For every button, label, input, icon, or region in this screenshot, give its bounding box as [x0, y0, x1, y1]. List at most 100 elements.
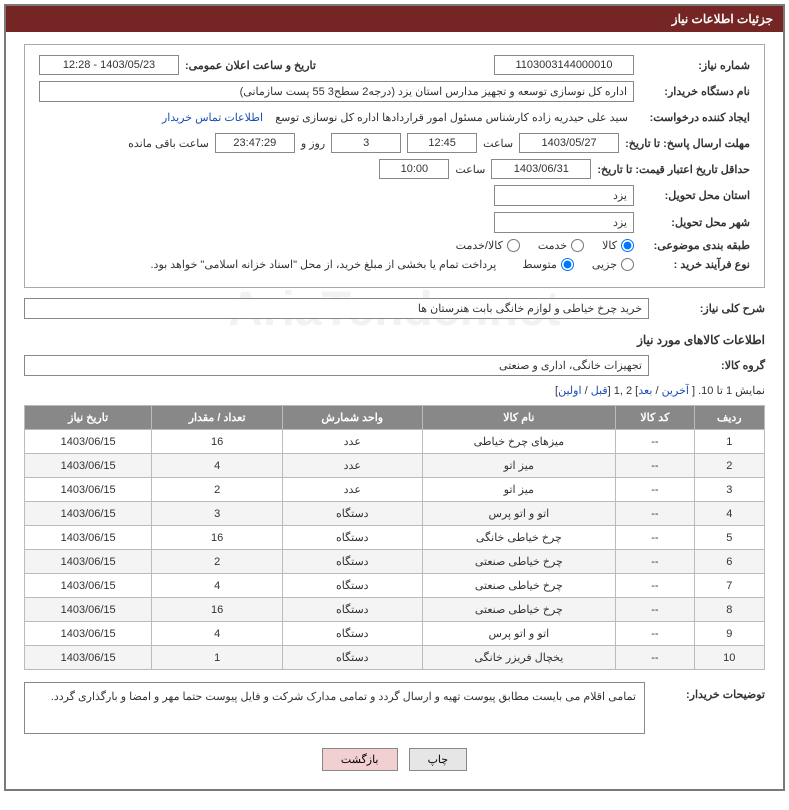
table-row: 5--چرخ خیاطی خانگیدستگاه161403/06/15 — [25, 526, 765, 550]
province-label: استان محل تحویل: — [640, 189, 750, 202]
group-label: گروه کالا: — [655, 359, 765, 372]
buyer-contact-link[interactable]: اطلاعات تماس خریدار — [162, 112, 263, 124]
table-cell: 4 — [694, 502, 764, 526]
table-cell: 4 — [152, 454, 283, 478]
table-cell: 16 — [152, 526, 283, 550]
table-row: 8--چرخ خیاطی صنعتیدستگاه161403/06/15 — [25, 598, 765, 622]
pager-sep1: / — [652, 385, 661, 397]
table-cell: یخچال فریزر خانگی — [422, 646, 616, 670]
radio-service-label: خدمت — [538, 239, 567, 252]
table-cell: 1403/06/15 — [25, 550, 152, 574]
notes-label: توضیحات خریدار: — [655, 682, 765, 701]
table-row: 9--اتو و اتو پرسدستگاه41403/06/15 — [25, 622, 765, 646]
hour-label-2: ساعت — [455, 163, 485, 176]
radio-goods-label: کالا — [602, 239, 617, 252]
table-cell: عدد — [282, 454, 422, 478]
radio-medium[interactable]: متوسط — [522, 258, 574, 271]
table-cell: -- — [616, 502, 694, 526]
table-cell: دستگاه — [282, 646, 422, 670]
city-label: شهر محل تحویل: — [640, 216, 750, 229]
table-cell: -- — [616, 454, 694, 478]
radio-medium-input[interactable] — [561, 258, 574, 271]
table-cell: 2 — [694, 454, 764, 478]
table-cell: 1403/06/15 — [25, 574, 152, 598]
page-title: جزئیات اطلاعات نیاز — [672, 12, 773, 26]
need-number-label: شماره نیاز: — [640, 59, 750, 72]
table-cell: 1403/06/15 — [25, 454, 152, 478]
hour-label-1: ساعت — [483, 137, 513, 150]
process-radio-group: جزیی متوسط — [522, 258, 634, 271]
table-row: 3--میز اتوعدد21403/06/15 — [25, 478, 765, 502]
radio-small-input[interactable] — [621, 258, 634, 271]
table-cell: 1403/06/15 — [25, 622, 152, 646]
table-cell: 4 — [152, 622, 283, 646]
table-cell: 2 — [152, 550, 283, 574]
table-cell: -- — [616, 574, 694, 598]
radio-service-input[interactable] — [571, 239, 584, 252]
table-cell: میزهای چرخ خیاطی — [422, 430, 616, 454]
table-cell: عدد — [282, 430, 422, 454]
table-cell: 3 — [694, 478, 764, 502]
table-cell: اتو و اتو پرس — [422, 502, 616, 526]
province-value: یزد — [494, 185, 634, 206]
back-button[interactable]: بازگشت — [322, 748, 398, 771]
table-cell: چرخ خیاطی صنعتی — [422, 598, 616, 622]
table-cell: چرخ خیاطی خانگی — [422, 526, 616, 550]
deadline-date: 1403/05/27 — [519, 133, 619, 153]
table-cell: 1403/06/15 — [25, 526, 152, 550]
table-cell: 1403/06/15 — [25, 478, 152, 502]
group-value: تجهیزات خانگی، اداری و صنعتی — [24, 355, 649, 376]
requester-text: سید علی حیدریه زاده کارشناس مسئول امور ق… — [275, 112, 628, 124]
table-cell: -- — [616, 598, 694, 622]
radio-both[interactable]: کالا/خدمت — [456, 239, 520, 252]
table-cell: -- — [616, 622, 694, 646]
column-header: ردیف — [694, 406, 764, 430]
table-row: 10--یخچال فریزر خانگیدستگاه11403/06/15 — [25, 646, 765, 670]
table-cell: 1 — [152, 646, 283, 670]
pager-first[interactable]: اولین — [558, 385, 581, 397]
deadline-label: مهلت ارسال پاسخ: تا تاریخ: — [625, 137, 750, 150]
column-header: تعداد / مقدار — [152, 406, 283, 430]
category-radio-group: کالا خدمت کالا/خدمت — [456, 239, 634, 252]
goods-table: ردیفکد کالانام کالاواحد شمارشتعداد / مقد… — [24, 405, 765, 670]
radio-service[interactable]: خدمت — [538, 239, 584, 252]
table-cell: 3 — [152, 502, 283, 526]
table-cell: 1403/06/15 — [25, 502, 152, 526]
requester-value: سید علی حیدریه زاده کارشناس مسئول امور ق… — [39, 108, 634, 127]
deadline-hour: 12:45 — [407, 133, 477, 153]
announce-value: 1403/05/23 - 12:28 — [39, 55, 179, 75]
column-header: تاریخ نیاز — [25, 406, 152, 430]
radio-goods[interactable]: کالا — [602, 239, 634, 252]
radio-small[interactable]: جزیی — [592, 258, 634, 271]
column-header: نام کالا — [422, 406, 616, 430]
column-header: کد کالا — [616, 406, 694, 430]
table-cell: چرخ خیاطی صنعتی — [422, 550, 616, 574]
pager-prev[interactable]: قبل — [591, 385, 608, 397]
need-number-value: 1103003144000010 — [494, 55, 634, 75]
radio-goods-input[interactable] — [621, 239, 634, 252]
city-value: یزد — [494, 212, 634, 233]
table-cell: 16 — [152, 598, 283, 622]
table-cell: 5 — [694, 526, 764, 550]
pager-last[interactable]: آخرین — [662, 385, 689, 397]
table-row: 4--اتو و اتو پرسدستگاه31403/06/15 — [25, 502, 765, 526]
table-cell: 1403/06/15 — [25, 646, 152, 670]
process-note: پرداخت تمام یا بخشی از مبلغ خرید، از محل… — [151, 258, 497, 271]
pager-mid: ] 2 ,1 [ — [608, 385, 639, 397]
pager-next[interactable]: بعد — [638, 385, 652, 397]
print-button[interactable]: چاپ — [409, 748, 468, 771]
table-cell: چرخ خیاطی صنعتی — [422, 574, 616, 598]
table-cell: دستگاه — [282, 598, 422, 622]
table-cell: 10 — [694, 646, 764, 670]
overall-label: شرح کلی نیاز: — [655, 302, 765, 315]
table-cell: -- — [616, 646, 694, 670]
announce-label: تاریخ و ساعت اعلان عمومی: — [185, 59, 316, 72]
table-cell: 1403/06/15 — [25, 430, 152, 454]
table-cell: -- — [616, 550, 694, 574]
radio-both-input[interactable] — [507, 239, 520, 252]
table-cell: عدد — [282, 478, 422, 502]
validity-hour: 10:00 — [379, 159, 449, 179]
validity-date: 1403/06/31 — [491, 159, 591, 179]
table-cell: میز اتو — [422, 478, 616, 502]
category-label: طبقه بندی موضوعی: — [640, 239, 750, 252]
